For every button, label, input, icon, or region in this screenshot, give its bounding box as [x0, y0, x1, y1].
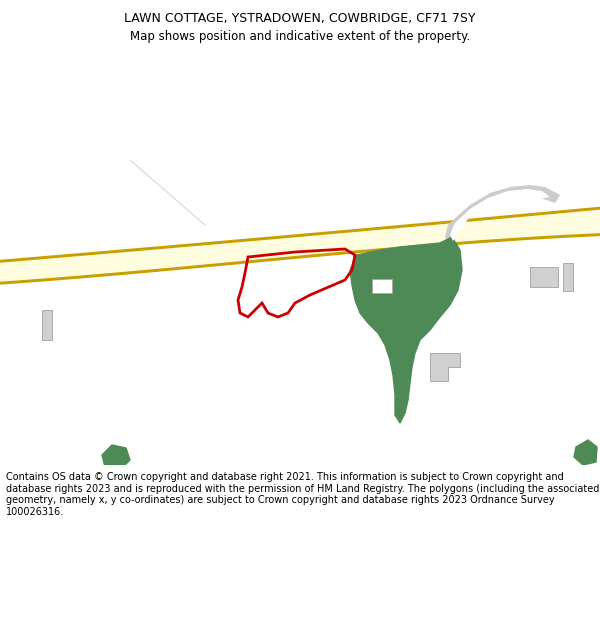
Bar: [530, 267, 558, 287]
Text: LAWN COTTAGE, YSTRADOWEN, COWBRIDGE, CF71 7SY: LAWN COTTAGE, YSTRADOWEN, COWBRIDGE, CF7…: [124, 12, 476, 25]
Polygon shape: [574, 440, 597, 465]
Text: Map shows position and indicative extent of the property.: Map shows position and indicative extent…: [130, 30, 470, 43]
Polygon shape: [0, 209, 600, 282]
Text: Contains OS data © Crown copyright and database right 2021. This information is : Contains OS data © Crown copyright and d…: [6, 472, 599, 517]
Bar: [563, 263, 573, 291]
Bar: [372, 279, 392, 293]
Polygon shape: [102, 445, 130, 470]
Polygon shape: [445, 185, 560, 245]
Polygon shape: [430, 353, 460, 381]
Bar: [42, 310, 52, 340]
Polygon shape: [450, 189, 550, 241]
Polygon shape: [350, 237, 462, 423]
Polygon shape: [0, 207, 600, 284]
